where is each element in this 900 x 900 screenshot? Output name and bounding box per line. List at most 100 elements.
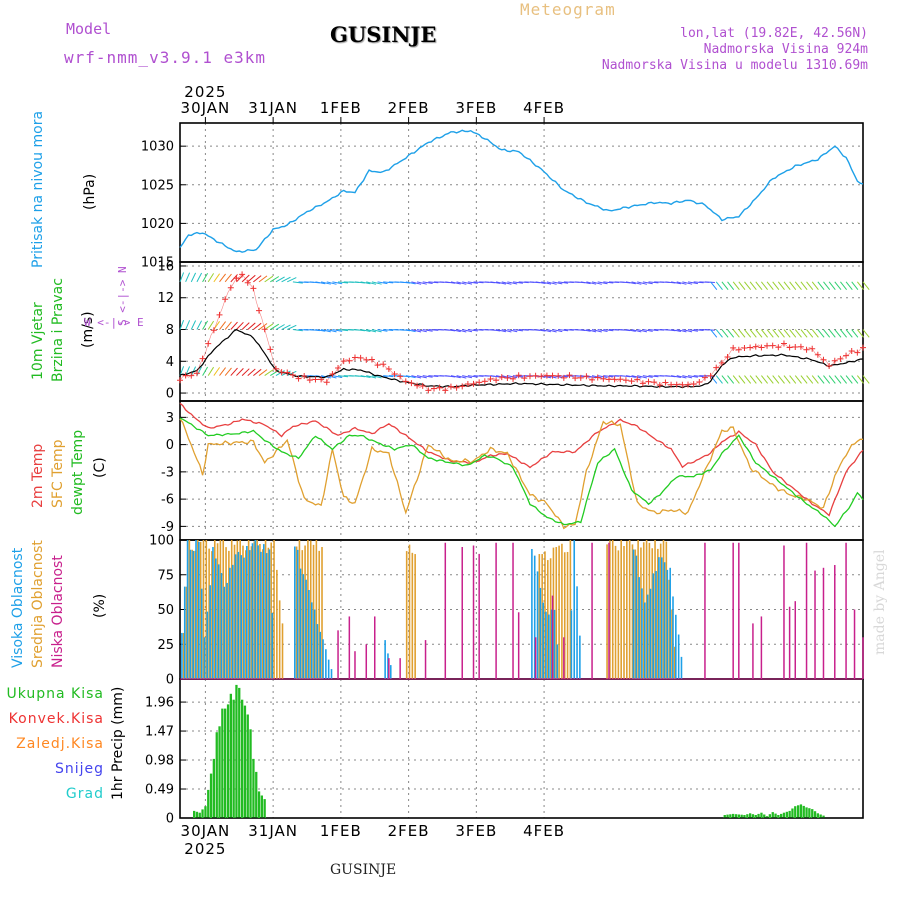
wind-arrow	[332, 375, 343, 378]
precip-bar	[255, 771, 258, 818]
wind-arrow	[258, 369, 268, 376]
wind-arrow	[580, 329, 591, 332]
wind-arrow	[704, 281, 715, 283]
wind-arrow	[236, 321, 244, 330]
precip-bar	[732, 813, 735, 818]
top-date-label: 2FEB	[388, 99, 430, 117]
panel-pressure: 1015 1020 1025 1030	[141, 122, 864, 271]
wind-arrow	[840, 281, 847, 291]
wind-arrow	[794, 281, 802, 291]
wind-arrow	[800, 375, 808, 384]
wind-arrow	[761, 281, 768, 291]
wind-arrow	[806, 375, 814, 384]
wind-arrow	[456, 281, 467, 285]
precip-bar	[207, 789, 210, 818]
wind-arrow	[422, 375, 433, 378]
precip-bar	[813, 811, 817, 818]
wind-arrow	[292, 329, 303, 332]
wind-arrow	[840, 375, 847, 384]
wind-arrow	[676, 329, 687, 333]
wind-arrow	[179, 366, 185, 376]
y-tick-label: -3	[161, 465, 174, 480]
wind-arrow	[495, 281, 507, 285]
wind-arrow	[862, 281, 870, 291]
y-tick-label: 0	[166, 387, 174, 402]
pressure-line	[179, 129, 864, 253]
wind-arrow	[270, 323, 280, 330]
wind-arrow	[749, 329, 757, 338]
wind-arrow	[462, 281, 473, 285]
wind-arrow	[371, 329, 382, 333]
precip-bar	[260, 795, 263, 818]
precip-bar	[754, 815, 757, 818]
y-tick-label: 1030	[141, 140, 174, 155]
wind-arrow	[727, 375, 735, 384]
precip-bar	[746, 814, 749, 818]
panel-temp: -9 -6 -3 0 3	[161, 400, 864, 541]
gust-line	[179, 273, 864, 391]
wind-arrow	[371, 375, 382, 379]
wind-arrow	[416, 329, 427, 333]
wind-arrow	[275, 276, 285, 283]
precip-bar	[751, 814, 755, 818]
wind-arrow	[823, 375, 831, 384]
wind-arrow	[411, 329, 422, 333]
footer-station: GUSINJE	[330, 862, 397, 878]
wind-arrow	[642, 329, 653, 332]
elevation-label: Nadmorska Visina 924m	[703, 42, 868, 57]
wind-arrow	[777, 281, 785, 291]
wind-arrow	[682, 375, 693, 379]
wind-arrow	[219, 321, 226, 330]
wind-arrow	[428, 375, 439, 377]
wind-arrow	[642, 281, 653, 285]
wind-arrow	[558, 281, 569, 284]
wind-arrow	[710, 329, 718, 338]
precip-bar	[760, 812, 763, 818]
precip-bars	[193, 684, 825, 818]
wind-arrow	[777, 329, 785, 338]
wind-arrow	[337, 281, 349, 284]
wind-arrow	[631, 375, 642, 379]
precip-bar	[201, 809, 204, 818]
precip-bar	[198, 812, 201, 818]
wind-arrow	[817, 329, 825, 338]
wind-arrow	[806, 281, 814, 291]
precip-bar	[249, 729, 252, 818]
y-tick-label: 3	[166, 411, 174, 426]
wind-arrow	[800, 329, 808, 338]
wind-arrow	[648, 375, 659, 378]
wind-arrow	[597, 375, 608, 378]
precip-bar	[791, 808, 794, 818]
wind-arrow	[670, 375, 681, 378]
wind-arrow	[213, 273, 221, 283]
temp-2m-line	[179, 402, 864, 517]
wind-arrow	[546, 329, 557, 333]
wind-arrow	[862, 329, 870, 338]
wind-arrow	[851, 375, 859, 384]
wind-arrow	[270, 276, 280, 283]
wind-arrow	[738, 375, 746, 384]
wind-arrow	[772, 281, 780, 291]
wind-arrow	[287, 324, 297, 330]
bottom-date-label: 3FEB	[455, 822, 497, 840]
wind-arrow	[851, 281, 859, 291]
precip-bar	[737, 814, 740, 818]
wind-arrow	[603, 281, 614, 284]
wind-arrow-row	[179, 320, 870, 338]
y-tick-label: 1.47	[145, 725, 174, 740]
wind-arrow	[422, 281, 433, 284]
bottom-year-label: 2025	[184, 840, 226, 858]
precip-bar	[785, 811, 788, 818]
wind-arrow	[535, 329, 546, 332]
precip-bar	[726, 814, 729, 818]
wind-arrow	[462, 375, 473, 379]
precip-legend-hail: Grad	[65, 786, 104, 802]
wind-arrow	[371, 281, 382, 285]
wind-arrow	[693, 329, 704, 331]
wind-arrow	[715, 329, 723, 338]
wind-arrow	[772, 329, 780, 338]
wind-arrow	[428, 281, 439, 284]
precip-bar	[782, 812, 786, 818]
wind-arrow	[400, 375, 411, 378]
wind-arrow	[247, 322, 256, 330]
